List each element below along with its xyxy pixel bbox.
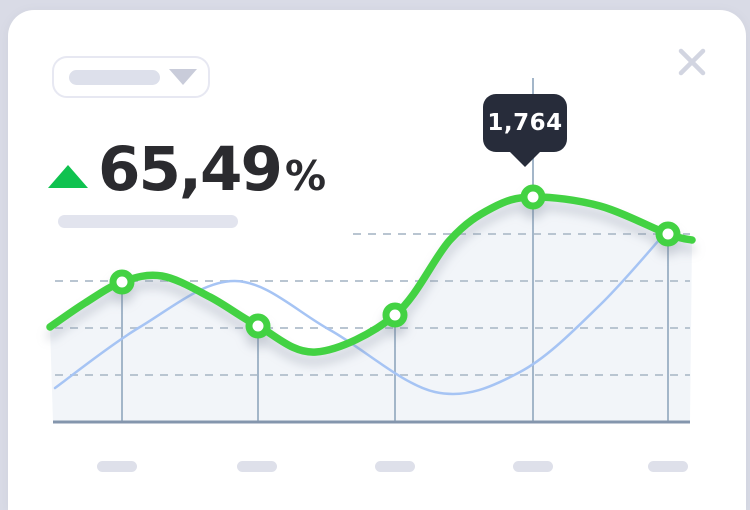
- data-point-marker[interactable]: [109, 269, 135, 295]
- primary-series: [46, 184, 696, 356]
- stat-subtitle-placeholder: [58, 215, 238, 228]
- x-axis-label-placeholder: [237, 461, 277, 472]
- x-axis-label-placeholder: [97, 461, 137, 472]
- stat-unit: %: [284, 152, 327, 200]
- data-point-marker[interactable]: [382, 302, 408, 328]
- tooltip-value: 1,764: [487, 110, 563, 136]
- data-point-marker[interactable]: [520, 184, 546, 210]
- x-axis-label-placeholder: [648, 461, 688, 472]
- stat-number: 65,49: [98, 134, 283, 205]
- close-button[interactable]: [670, 40, 714, 84]
- dropdown-placeholder-text: [69, 69, 160, 85]
- x-axis-label-placeholder: [513, 461, 553, 472]
- data-point-marker[interactable]: [655, 221, 681, 247]
- tooltip: 1,764: [483, 94, 567, 152]
- stats-card: 65,49% 1,764: [8, 10, 746, 510]
- x-axis-label-placeholder: [375, 461, 415, 472]
- period-dropdown[interactable]: [52, 56, 210, 98]
- trend-up-icon: [48, 165, 88, 188]
- close-icon: [678, 48, 706, 76]
- secondary-line: [53, 223, 674, 396]
- stat-value: 65,49%: [98, 134, 326, 205]
- data-point-marker[interactable]: [245, 313, 271, 339]
- chevron-down-icon: [169, 69, 197, 85]
